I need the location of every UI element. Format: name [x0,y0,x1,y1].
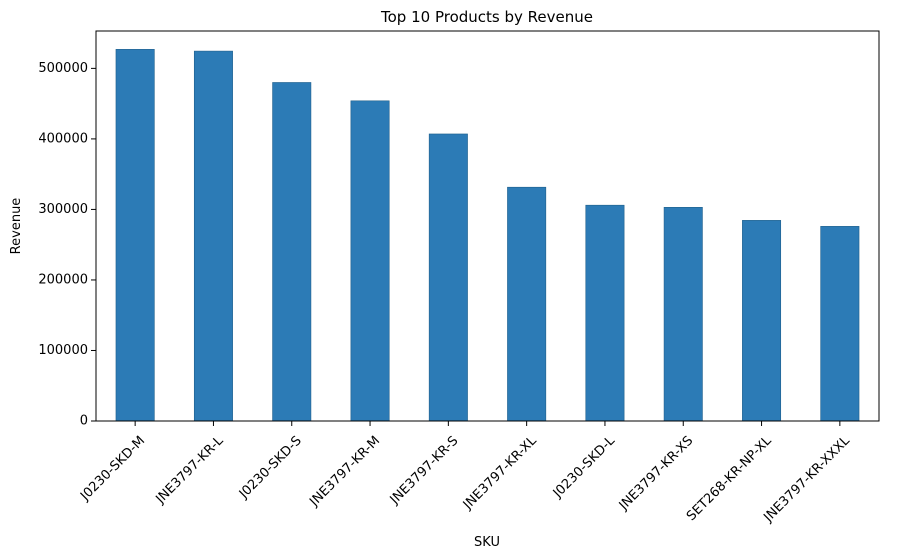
bar-J0230-SKD-S [272,82,312,422]
bar-J0230-SKD-M [115,49,155,422]
y-tick-label: 500000 [38,61,88,76]
x-axis-label: SKU [474,535,500,550]
y-tick-label: 300000 [38,202,88,217]
x-tick-label: J0230-SKD-M [77,433,148,504]
x-tick-label: J0230-SKD-S [236,433,305,502]
y-tick-label: 0 [80,414,88,429]
plot-frame [95,30,880,422]
x-axis: J0230-SKD-M JNE3797-KR-L J0230-SKD-S JNE379… [77,421,853,526]
x-tick-label: JNE3797-KR-L [153,433,227,507]
bar-JNE3797-KR-S [428,133,468,422]
bar-JNE3797-KR-XL [507,186,547,422]
y-axis-label: Revenue [9,198,24,255]
bars-group [115,49,860,422]
x-tick-label: JNE3797-KR-M [306,433,383,510]
y-tick-label: 400000 [38,131,88,146]
x-tick-label: JNE3797-KR-XS [616,433,696,513]
bar-J0230-SKD-L [585,204,625,422]
y-axis: 0 100000 200000 300000 400000 500000 [38,61,96,429]
bar-JNE3797-KR-M [350,100,390,422]
x-tick-label: JNE3797-KR-S [387,433,462,508]
y-tick-label: 200000 [38,272,88,287]
x-tick-label: JNE3797-KR-XXXL [761,433,854,526]
y-tick-label: 100000 [38,343,88,358]
x-tick-label: J0230-SKD-L [550,433,619,502]
bar-SET268-KR-NP-XL [742,220,782,422]
x-tick-label: JNE3797-KR-XL [460,433,540,513]
chart-title: Top 10 Products by Revenue [380,8,593,26]
bar-JNE3797-KR-XXXL [820,226,860,422]
x-tick-label: SET268-KR-NP-XL [684,433,775,524]
bar-JNE3797-KR-XS [663,207,703,422]
bar-JNE3797-KR-L [193,50,233,422]
